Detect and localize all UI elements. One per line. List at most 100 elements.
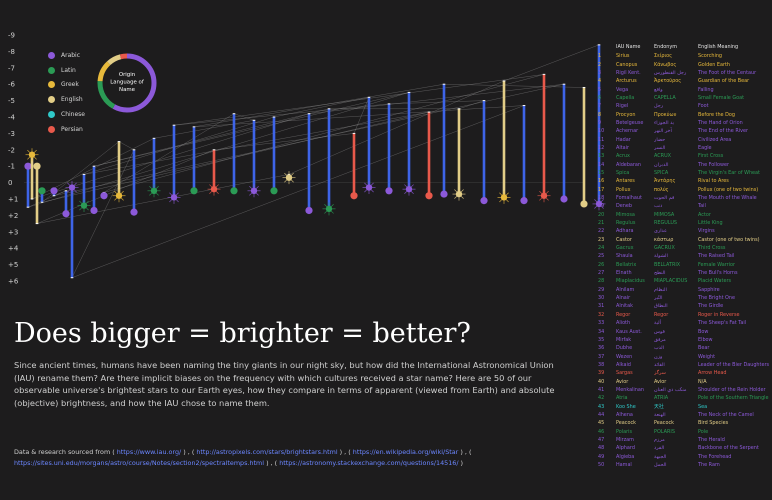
table-cell-endonym: MIAPLACIDUS <box>654 278 688 285</box>
table-row: 44 Alhena الهنعة The Neck of the Camel <box>598 411 770 419</box>
star-circle-icon <box>480 197 488 205</box>
star-burst-icon <box>497 190 511 204</box>
connection-line <box>93 92 410 167</box>
table-cell-iau-name: Kaus Aust. <box>616 328 642 335</box>
sources-block: Data & research sourced from ( https://w… <box>14 447 574 469</box>
table-header-index <box>598 42 616 52</box>
star-burst-icon <box>282 171 296 185</box>
table-row: 43 Koo She 天社 Sea <box>598 402 770 411</box>
table-cell-iau-name: Fomalhaut <box>616 195 642 202</box>
table-cell-endonym: ACRUX <box>654 153 672 160</box>
table-cell-index: 43 <box>598 403 605 410</box>
y-tick-label: 0 <box>8 179 12 187</box>
table-row: 11 Hadar حضار Civilized Area <box>598 135 770 143</box>
table-cell-english-meaning: The Bull's Horns <box>698 270 738 277</box>
star-circle-icon <box>90 206 98 215</box>
table-cell-english-meaning: The Mouth of the Whale <box>698 195 757 202</box>
table-cell-iau-name: Mimosa <box>616 211 635 218</box>
connection-line <box>153 120 255 139</box>
source-bracket: ( <box>272 459 280 467</box>
source-link[interactable]: https://en.wikipedia.org/wiki/Star <box>352 448 459 456</box>
table-cell-endonym: GACRUX <box>654 245 675 252</box>
table-cell-iau-name: Avior <box>616 378 629 385</box>
source-bracket: ) , <box>337 448 347 456</box>
star-circle-icon <box>100 192 108 200</box>
table-cell-index: 23 <box>598 236 605 243</box>
table-cell-endonym: الحمل <box>654 462 667 469</box>
table-cell-endonym: CAPELLA <box>654 94 676 101</box>
connection-line <box>103 74 545 193</box>
star-circle-icon <box>520 197 528 205</box>
table-cell-endonym: الشولة <box>654 253 668 260</box>
star-marks <box>24 44 606 279</box>
connection-line <box>503 44 600 82</box>
table-cell-english-meaning: Foot <box>698 103 709 110</box>
table-cell-index: 37 <box>598 353 605 360</box>
y-axis-ticks: -9 -8 -7 -6 -5 -4 -3 -2 -1 0 +1 +2 +3 +4 +5 +6 <box>8 32 19 286</box>
table-cell-iau-name: Alphard <box>616 445 635 452</box>
table-row: 16 Antares Ἀντάρης Rival to Ares <box>598 177 770 185</box>
table-cell-index: 33 <box>598 320 605 327</box>
table-cell-index: 22 <box>598 228 605 235</box>
table-cell-endonym: النطح <box>654 270 666 277</box>
connection-line <box>173 74 545 126</box>
star-circle-icon <box>270 187 278 195</box>
star-burst-icon <box>147 184 161 198</box>
table-header-endonym: Endonym <box>654 44 678 50</box>
table-cell-endonym: Peacock <box>654 420 674 427</box>
table-row: 15 Spica SPICA The Virgin's Ear of Wheat <box>598 169 770 177</box>
table-cell-english-meaning: The Bright One <box>698 295 736 302</box>
y-tick-label: -9 <box>8 32 15 40</box>
table-cell-index: 34 <box>598 328 605 335</box>
y-tick-label: -8 <box>8 48 15 56</box>
table-row: 23 Castor κάστωρ Castor (one of two twins) <box>598 236 770 244</box>
table-row: 39 Sargas سرگز Arrow Head <box>598 369 770 377</box>
table-cell-english-meaning: Scorching <box>698 53 723 60</box>
legend-item: Persian <box>48 122 85 137</box>
table-cell-endonym: رجل القنطورس <box>654 69 687 76</box>
star-burst-icon <box>112 189 126 203</box>
table-cell-iau-name: Koo She <box>616 403 636 410</box>
star-burst-icon <box>167 190 181 204</box>
table-cell-iau-name: Alioth <box>616 320 631 327</box>
table-cell-index: 44 <box>598 411 605 418</box>
source-link[interactable]: https://www.iau.org/ <box>116 448 182 456</box>
table-cell-endonym: القائد <box>654 361 665 368</box>
table-cell-iau-name: Aldebaran <box>616 161 642 168</box>
source-bracket: ( <box>189 448 197 456</box>
star-burst-icon <box>25 148 39 162</box>
table-cell-endonym: آخر النهر <box>654 128 672 135</box>
table-cell-english-meaning: The Sheep's Fat Tail <box>698 320 747 327</box>
table-row: 8 Procyon Προκύων Before the Dog <box>598 110 770 118</box>
table-cell-iau-name: Deneb <box>616 203 632 210</box>
connection-line <box>83 111 430 175</box>
connection-line <box>308 83 565 114</box>
legend-item: Arabic <box>48 48 85 63</box>
table-cell-index: 38 <box>598 361 605 368</box>
table-cell-english-meaning: Eagle <box>698 144 712 151</box>
table-cell-endonym: ATRIA <box>654 395 669 402</box>
y-tick-label: +3 <box>8 228 18 236</box>
table-cell-english-meaning: Arrow Head <box>698 370 727 377</box>
source-link[interactable]: https://sites.uni.edu/morgans/astro/cour… <box>14 459 265 467</box>
table-cell-english-meaning: Little King <box>698 220 723 227</box>
source-bracket: ( <box>466 448 472 456</box>
table-cell-endonym: POLARIS <box>654 428 675 435</box>
table-row: 20 Mimosa MIMOSA Actor <box>598 211 770 219</box>
table-row: 50 Hamal الحمل The Ram <box>598 461 770 469</box>
source-link[interactable]: http://astropixels.com/stars/brightstars… <box>196 448 338 456</box>
table-cell-index: 9 <box>598 119 602 126</box>
legend-item: Latin <box>48 63 85 78</box>
table-cell-english-meaning: Roger in Reverse <box>698 311 740 318</box>
table-cell-endonym: منكب ذي العنان <box>654 386 687 393</box>
table-row: 17 Pollux πολύς Pollux (one of two twins) <box>598 186 770 194</box>
star-magnitude-chart: -9 -8 -7 -6 -5 -4 -3 -2 -1 0 +1 +2 +3 +4 +5 +6 Origin Lan… <box>8 32 606 286</box>
y-tick-label: +1 <box>8 196 18 204</box>
table-cell-index: 47 <box>598 436 605 443</box>
connection-line <box>388 100 485 105</box>
legend-item: Greek <box>48 78 85 93</box>
table-cell-english-meaning: Falling <box>698 86 714 93</box>
table-cell-index: 13 <box>598 153 605 160</box>
source-link[interactable]: https://astronomy.stackexchange.com/ques… <box>279 459 459 467</box>
